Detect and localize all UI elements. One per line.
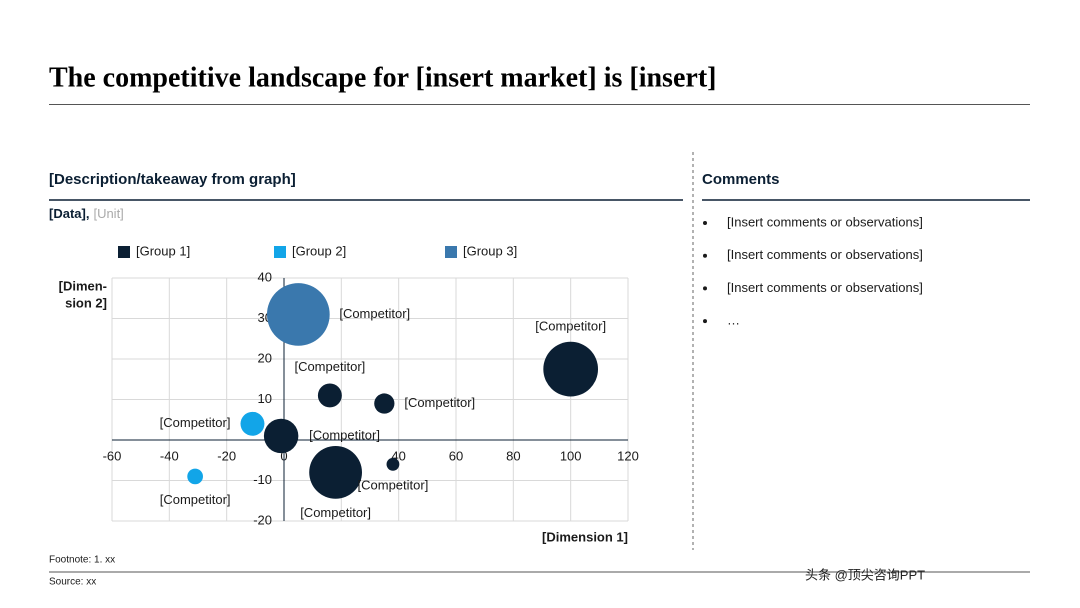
bubble [374,393,395,414]
bullet [703,286,707,291]
y-tick-label: -10 [253,472,272,487]
comment: [Insert comments or observations] [727,214,923,229]
y-tick-label: 10 [258,391,272,406]
legend-label: [Group 3] [463,243,517,258]
x-tick-label: -60 [103,448,122,463]
chart-heading: [Description/takeaway from graph] [49,171,296,188]
point-label: [Competitor] [358,478,429,493]
legend-label: [Group 1] [136,243,190,258]
legend-swatch [274,246,286,258]
comment: [Insert comments or observations] [727,280,923,295]
x-tick-label: 100 [560,448,582,463]
bubble [317,383,342,408]
legend-swatch [118,246,130,258]
y-axis-label: [Dimen- [59,278,107,293]
x-tick-label: 60 [449,448,463,463]
point-label: [Competitor] [300,505,371,520]
x-tick-label: 120 [617,448,639,463]
chart: -60-40-20020406080100120-20-10010203040[… [59,243,639,544]
bullet [703,253,707,258]
data-text: [Data], [49,206,89,221]
y-tick-label: 40 [258,269,272,284]
bullet [703,319,707,324]
point-label: [Competitor] [160,492,231,507]
x-tick-label: 80 [506,448,520,463]
y-tick-label: 20 [258,350,272,365]
x-axis-label: [Dimension 1] [542,529,628,544]
point-label: [Competitor] [294,359,365,374]
comment: [Insert comments or observations] [727,247,923,262]
comments-list: [Insert comments or observations] [Insert… [703,214,923,328]
footnote: Footnote: 1. xx [49,555,115,566]
y-axis-label: sion 2] [65,295,107,310]
x-tick-label: -40 [160,448,179,463]
point-label: [Competitor] [339,306,410,321]
bubble [386,457,400,471]
y-tick-label: -20 [253,512,272,527]
comment: … [727,313,740,328]
point-label: [Competitor] [535,319,606,334]
point-label: [Competitor] [404,395,475,410]
point-label: [Competitor] [309,427,380,442]
bullet [703,221,707,225]
bubble [240,411,265,436]
watermark: 头条 @顶尖咨询PPT [805,567,925,582]
data-label: [Data], [Unit] [49,206,124,221]
point-label: [Competitor] [160,415,231,430]
comments-heading: Comments [702,171,780,188]
source: Source: xx [49,577,96,588]
bubble [266,283,330,346]
unit-text: [Unit] [93,206,123,221]
slide-title: The competitive landscape for [insert ma… [49,62,716,93]
legend-swatch [445,246,457,258]
bubble [263,418,299,454]
x-tick-label: -20 [217,448,236,463]
bubble [543,341,599,397]
bubble [309,446,362,499]
legend-label: [Group 2] [292,243,346,258]
bubble [187,468,203,485]
